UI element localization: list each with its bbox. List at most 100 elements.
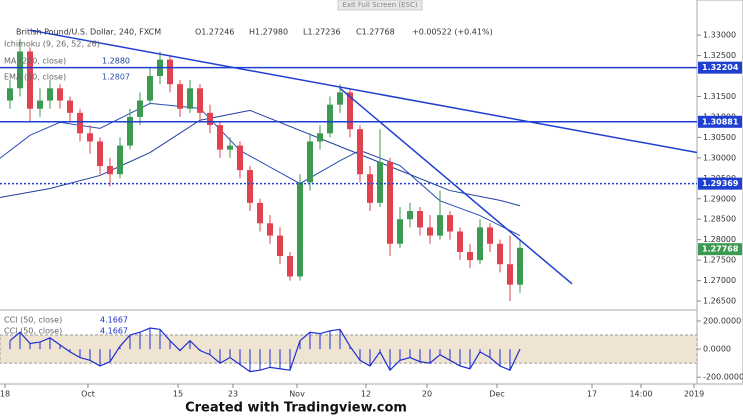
candle-body [87, 133, 93, 142]
candle-body [187, 88, 193, 109]
candle-body [487, 227, 493, 244]
x-tick-label: Dec [489, 390, 504, 399]
indicator-legend-value: 4.1667 [100, 327, 128, 336]
candle-body [7, 88, 13, 101]
candle-body [137, 100, 143, 117]
candle-body [257, 202, 263, 224]
ohlc-open: O1.27246 [195, 28, 234, 37]
candle-body [497, 243, 503, 265]
candle-body [427, 227, 433, 236]
candle-body [77, 112, 83, 134]
overlay-legend-value: 1.2880 [102, 57, 130, 66]
candle-body [207, 112, 213, 126]
x-tick-label: 15 [173, 390, 183, 399]
candle-body [247, 170, 253, 203]
candle-body [367, 174, 373, 203]
price-label: 1.27768 [702, 245, 739, 254]
exit-fullscreen-button[interactable] [337, 0, 423, 11]
candle-body [97, 141, 103, 167]
candle-body [37, 100, 43, 109]
candle-body [317, 133, 323, 142]
candle-body [237, 145, 243, 171]
overlay-legend: EMA (50, close) [4, 73, 66, 82]
ohlc-close: C1.27768 [356, 28, 395, 37]
candle-body [467, 251, 473, 261]
candle-body [437, 215, 443, 236]
x-tick-label: Oct [81, 390, 95, 399]
candle-body [447, 215, 453, 232]
candle-body [387, 161, 393, 244]
y-tick-label: 1.30000 [703, 153, 736, 162]
chart-title: British Pound/U.S. Dollar, 240, FXCM [16, 28, 161, 37]
candle-body [107, 166, 113, 175]
candle-body [507, 264, 513, 285]
candle-body [227, 145, 233, 150]
candle-body [397, 219, 403, 244]
y-tick-label: 1.26500 [703, 297, 736, 306]
price-label: 1.32204 [702, 63, 739, 72]
y-tick-label: 1.30500 [703, 133, 736, 142]
moving-average-line [0, 102, 521, 237]
candle-body [197, 88, 203, 113]
ohlc-change: +0.00522 (+0.41%) [412, 28, 493, 37]
candle-body [127, 116, 133, 146]
y-tick-label: 1.27500 [703, 256, 736, 265]
overlay-legend-value: 1.2807 [102, 73, 130, 82]
candle-body [47, 88, 53, 101]
indicator-legend: CCI (50, close) [4, 316, 62, 325]
candle-body [177, 84, 183, 109]
x-tick-label: 23 [228, 390, 238, 399]
candle-body [17, 51, 23, 89]
candle-body [147, 76, 153, 101]
candle-body [337, 92, 343, 105]
candle-body [287, 256, 293, 277]
candle-body [417, 211, 423, 228]
exit-fullscreen-text[interactable]: Exit Full Screen (ESC) [342, 1, 417, 9]
candle-body [67, 100, 73, 113]
y-tick-label: 1.28000 [703, 235, 736, 244]
candle-body [457, 231, 463, 252]
indicator-y-tick-label: 0.0000 [703, 345, 731, 354]
candle-body [327, 104, 333, 134]
footer: Created with Tradingview.com [185, 401, 407, 416]
candle-body [167, 59, 173, 85]
candle-body [377, 161, 383, 203]
x-tick-label: 20 [422, 390, 432, 399]
indicator-line [9, 327, 521, 373]
candle-body [277, 235, 283, 257]
candle-body [357, 129, 363, 175]
x-tick-label: 18 [0, 390, 10, 399]
indicator-band [0, 334, 698, 364]
candle-body [117, 145, 123, 175]
candle-body [217, 125, 223, 150]
ohlc-low: L1.27236 [303, 28, 341, 37]
y-tick-label: 1.29000 [703, 194, 736, 203]
price-label-box [698, 177, 742, 190]
candle-body [27, 51, 33, 109]
overlay-legend: Ichimoku (9, 26, 52, 26) [4, 40, 100, 49]
candle-body [407, 211, 413, 220]
candle-body [267, 223, 273, 236]
price-label: 1.29369 [702, 179, 739, 188]
y-tick-label: 1.32500 [703, 51, 736, 60]
indicator-y-tick-label: -200.0000 [703, 373, 743, 382]
indicator-legend: CCI (50, close) [4, 327, 62, 336]
candle-body [307, 141, 313, 183]
trendline [339, 87, 573, 285]
y-tick-label: 1.31500 [703, 92, 736, 101]
candle-body [517, 247, 523, 285]
indicator-legend-value: 4.1667 [100, 316, 128, 325]
candle-body [477, 227, 483, 261]
price-label: 1.30881 [702, 117, 739, 126]
price-label-box [698, 243, 742, 256]
overlay-legend: MA (200, close) [4, 57, 66, 66]
candle-body [297, 182, 303, 277]
candle-body [57, 88, 63, 101]
ohlc-high: H1.27980 [249, 28, 288, 37]
x-tick-label: 2019 [684, 390, 704, 399]
trendline [29, 29, 698, 154]
x-tick-label: 17 [587, 390, 597, 399]
moving-average-line [0, 109, 521, 207]
y-tick-label: 1.28500 [703, 215, 736, 224]
